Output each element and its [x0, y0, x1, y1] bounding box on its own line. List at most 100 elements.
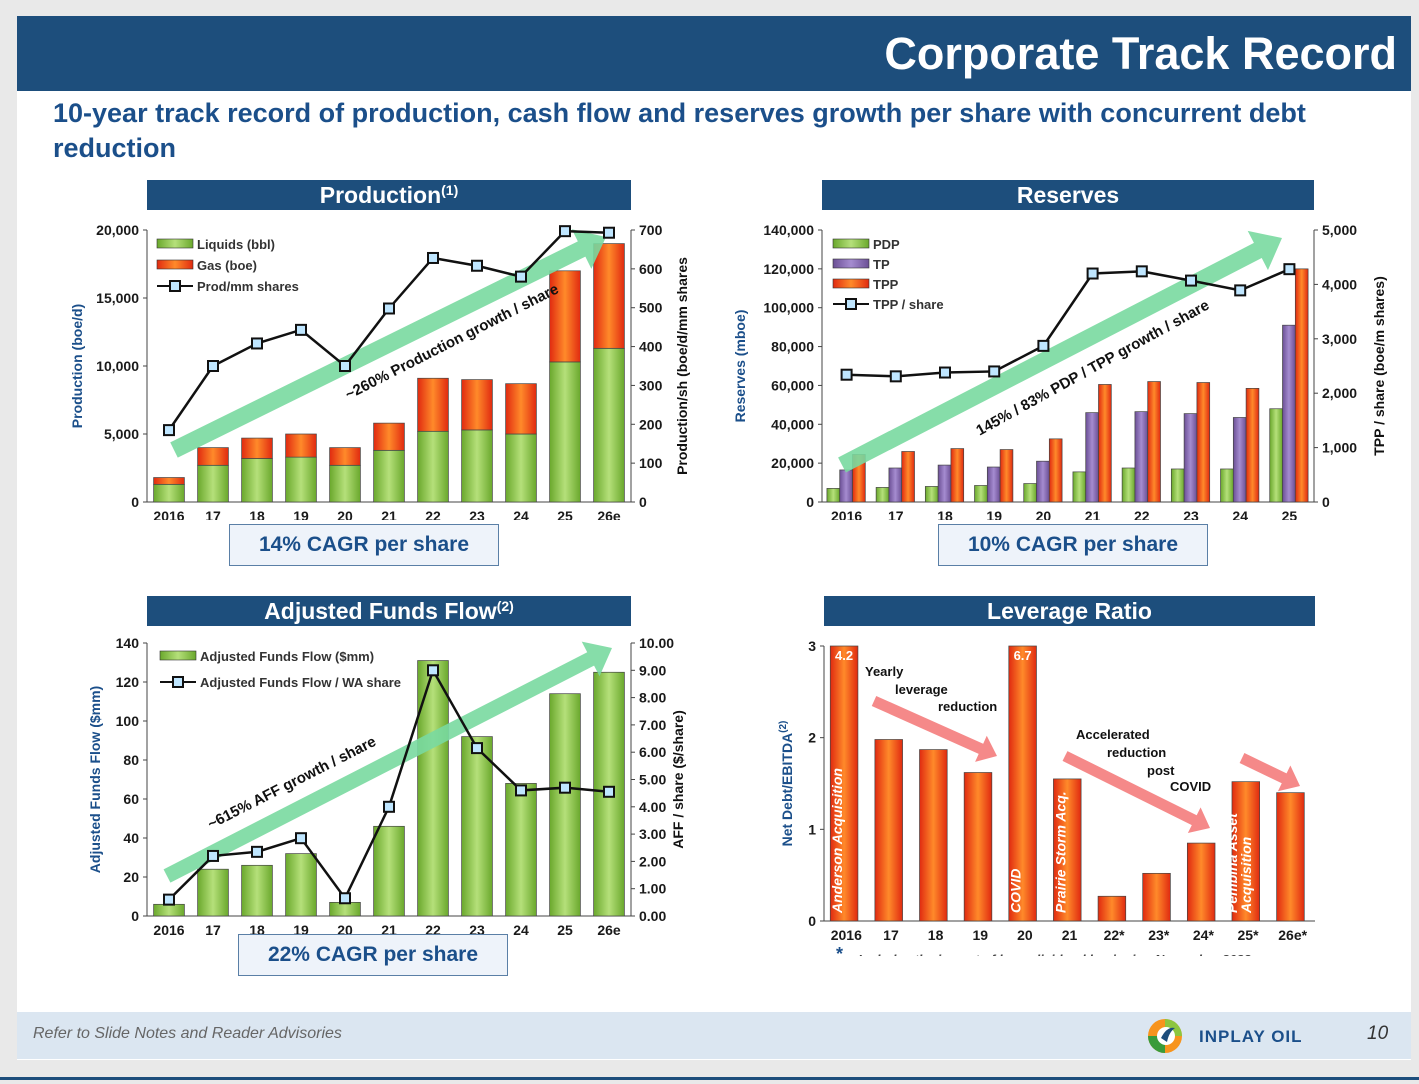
reserves-tpp-bar	[1196, 382, 1211, 503]
reserves-tp-bar	[1232, 417, 1247, 503]
reserves-per-share-line	[846, 268, 1290, 378]
reserves-y-axis-title: Reserves (mboe)	[732, 310, 748, 423]
reserves-y-tick-label: 0	[806, 494, 814, 510]
reserves-per-share-point	[939, 366, 951, 379]
production-per-share-point	[383, 302, 395, 315]
leverage-arrow-accelerated	[1062, 751, 1210, 833]
reserves-tpp-bar	[901, 451, 915, 503]
leverage-y-tick-label: 1	[808, 821, 816, 837]
slide: Corporate Track Record 10-year track rec…	[17, 16, 1411, 1060]
reserves-x-tick-label: 21	[1085, 508, 1101, 520]
leverage-bar	[1276, 792, 1305, 922]
production-legend-label: Liquids (bbl)	[197, 237, 275, 252]
leverage-bar	[829, 645, 859, 922]
production-gas-bar	[285, 433, 317, 458]
reserves-x-tick-label: 25	[1282, 508, 1298, 520]
leverage-bar-top-label: 4.2	[835, 648, 853, 663]
aff-per-share-point	[251, 845, 263, 858]
reserves-per-share-point	[1283, 263, 1296, 276]
reserves-y2-tick-label: 4,000	[1322, 276, 1357, 292]
leverage-bar	[1186, 842, 1216, 922]
aff-bar	[197, 868, 229, 917]
production-liquids-bar	[461, 429, 493, 503]
production-per-share-point	[339, 360, 351, 372]
production-y2-tick-label: 600	[639, 261, 663, 277]
reserves-tpp-bar	[1048, 438, 1063, 503]
leverage-bar	[1008, 645, 1037, 922]
production-gas-bar	[505, 383, 537, 435]
production-x-tick-label: 20	[337, 508, 353, 520]
aff-y2-axis-title: AFF / share ($/share)	[670, 710, 686, 849]
production-liquids-bar	[241, 458, 273, 503]
footer-bar: Refer to Slide Notes and Reader Advisori…	[17, 1012, 1411, 1059]
reserves-tpp-bar	[1147, 381, 1161, 503]
aff-y2-tick-label: 9.00	[639, 662, 666, 678]
production-per-share-point	[251, 337, 263, 350]
reserves-tp-bar	[1282, 324, 1296, 503]
aff-y2-tick-label: 8.00	[639, 690, 666, 706]
production-x-tick-label: 24	[513, 508, 529, 520]
aff-per-share-point	[559, 781, 571, 794]
aff-y-tick-label: 80	[123, 752, 139, 768]
leverage-note-accelerated: post	[1147, 763, 1175, 778]
aff-x-tick-label: 24	[513, 922, 529, 938]
aff-y-tick-label: 100	[116, 713, 140, 729]
aff-growth-arrow	[163, 641, 612, 883]
leverage-x-tick-label: 17	[883, 927, 899, 943]
aff-bar	[549, 693, 581, 917]
reserves-x-tick-label: 24	[1232, 508, 1248, 520]
leverage-x-tick-label: 23*	[1148, 927, 1170, 943]
leverage-y-axis-title: Net Debt/EBITDA(2)	[778, 721, 795, 847]
reserves-pdp-bar	[1220, 468, 1234, 503]
reserves-x-tick-label: 23	[1183, 508, 1199, 520]
reserves-growth-arrow	[838, 230, 1282, 473]
aff-per-share-point	[427, 664, 439, 677]
production-title-sup: (1)	[441, 182, 458, 198]
aff-bar	[461, 736, 493, 917]
leverage-bar	[1142, 872, 1171, 922]
production-liquids-bar	[285, 456, 317, 503]
production-liquids-bar	[329, 464, 361, 503]
production-per-share-point	[471, 259, 483, 272]
reserves-tpp-bar	[950, 448, 965, 503]
reserves-per-share-point	[1234, 284, 1247, 297]
reserves-y-tick-label: 60,000	[771, 377, 814, 393]
reserves-pdp-bar	[1170, 468, 1185, 503]
production-x-tick-label: 18	[249, 508, 265, 520]
leverage-footnote: Includes the impact of base dividend beg…	[858, 952, 1252, 956]
production-cagr-box: 14% CAGR per share	[229, 524, 499, 566]
aff-per-share-point	[471, 742, 483, 755]
aff-per-share-point	[515, 784, 527, 797]
reserves-tpp-bar	[1245, 387, 1260, 503]
leverage-bar	[1097, 895, 1127, 922]
reserves-x-tick-label: 20	[1036, 508, 1052, 520]
production-y-tick-label: 10,000	[96, 358, 139, 374]
aff-y2-tick-label: 3.00	[639, 826, 666, 842]
aff-y-axis-title: Adjusted Funds Flow ($mm)	[87, 686, 103, 873]
aff-y2-tick-label: 1.00	[639, 881, 666, 897]
leverage-x-tick-label: 24*	[1193, 927, 1215, 943]
production-y2-tick-label: 500	[639, 300, 663, 316]
production-liquids-bar	[153, 483, 185, 503]
production-gas-bar	[593, 243, 625, 349]
leverage-bar	[874, 739, 903, 922]
production-gas-bar	[329, 447, 361, 466]
aff-x-tick-label: 25	[557, 922, 573, 938]
aff-per-share-point	[163, 893, 175, 906]
aff-bar	[373, 825, 405, 917]
reserves-tp-bar	[1085, 412, 1099, 503]
reserves-per-share-point	[889, 370, 902, 383]
aff-chart: Adjusted Funds Flow(2) 0 20 40 60 80 100 120 140…	[87, 596, 686, 938]
leverage-note-accelerated: reduction	[1107, 745, 1166, 760]
aff-y2-tick-label: 2.00	[639, 853, 666, 869]
reserves-y2-tick-label: 0	[1322, 494, 1330, 510]
reserves-per-share-point	[1086, 267, 1099, 280]
aff-per-share-point	[603, 785, 615, 798]
aff-x-tick-label: 2016	[153, 922, 184, 938]
production-y2-tick-label: 200	[639, 416, 663, 432]
leverage-bar	[963, 772, 993, 922]
reserves-tpp-bar	[1098, 384, 1112, 503]
production-per-share-point	[163, 424, 175, 437]
reserves-cagr-box: 10% CAGR per share	[938, 524, 1208, 566]
reserves-legend-label: TP	[873, 257, 890, 272]
